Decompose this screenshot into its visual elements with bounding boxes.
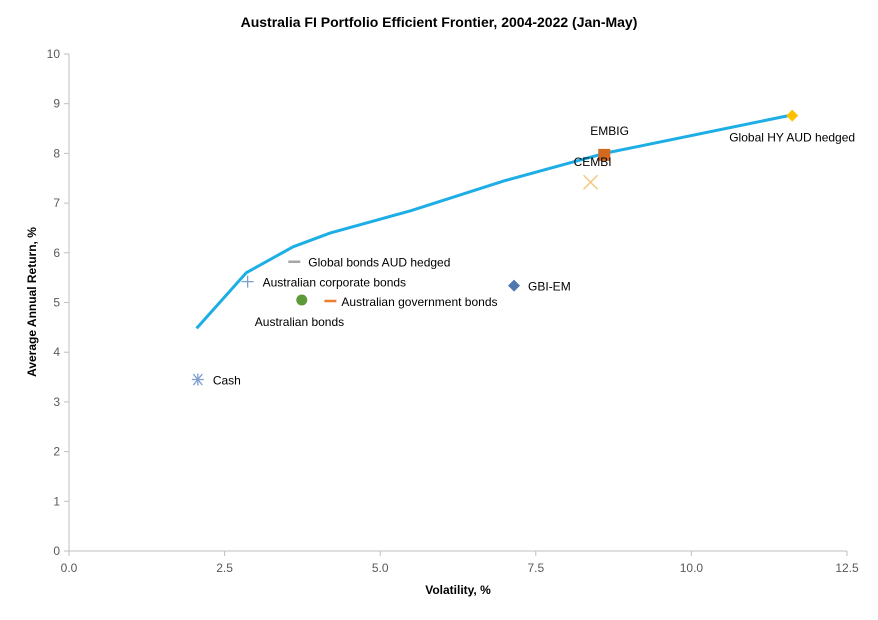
y-tick-label: 6	[53, 246, 60, 260]
y-tick-label: 4	[53, 345, 60, 359]
x-tick-label: 7.5	[527, 561, 544, 575]
y-tick-label: 2	[53, 445, 60, 459]
y-tick-label: 3	[53, 395, 60, 409]
label-cash: Cash	[213, 374, 241, 388]
label-gbi-em: GBI-EM	[528, 280, 571, 294]
marker-gbi-em	[508, 279, 521, 292]
marker-cash	[191, 373, 204, 386]
asset-markers	[191, 109, 799, 386]
label-australian-government-bonds: Australian government bonds	[341, 295, 497, 309]
marker-global-hy-aud-hedged	[786, 109, 799, 122]
label-australian-bonds: Australian bonds	[255, 315, 344, 329]
y-tick-label: 5	[53, 296, 60, 310]
label-australian-corporate-bonds: Australian corporate bonds	[263, 276, 406, 290]
label-embig: EMBIG	[590, 124, 629, 138]
efficient-frontier-line	[195, 113, 792, 330]
chart-title: Australia FI Portfolio Efficient Frontie…	[241, 14, 638, 30]
label-global-bonds-aud-hedged: Global bonds AUD hedged	[308, 256, 450, 270]
y-tick-label: 9	[53, 97, 60, 111]
y-tick-label: 10	[47, 47, 61, 61]
x-tick-label: 0.0	[61, 561, 78, 575]
x-tick-label: 12.5	[835, 561, 859, 575]
y-tick-label: 1	[53, 494, 60, 508]
y-tick-label: 7	[53, 196, 60, 210]
y-tick-label: 0	[53, 544, 60, 558]
marker-australian-corporate-bonds	[241, 275, 254, 288]
x-tick-label: 10.0	[680, 561, 704, 575]
marker-australian-bonds	[296, 294, 308, 306]
x-tick-label: 2.5	[216, 561, 233, 575]
marker-embig	[598, 148, 611, 161]
y-axis-label: Average Annual Return, %	[25, 227, 39, 377]
x-axis-ticks: 0.0 2.5 5.0 7.5 10.0 12.5	[61, 551, 859, 575]
label-global-hy-aud-hedged: Global HY AUD hedged	[729, 131, 855, 145]
marker-cembi	[583, 174, 599, 190]
y-tick-label: 8	[53, 146, 60, 160]
y-axis-ticks: 0 1 2 3 4 5 6 7 8 9 10	[47, 47, 69, 558]
asset-labels: Cash Australian corporate bonds Global bon…	[213, 124, 855, 388]
label-cembi: CEMBI	[574, 155, 612, 169]
x-tick-label: 5.0	[372, 561, 389, 575]
x-axis-label: Volatility, %	[425, 583, 491, 597]
